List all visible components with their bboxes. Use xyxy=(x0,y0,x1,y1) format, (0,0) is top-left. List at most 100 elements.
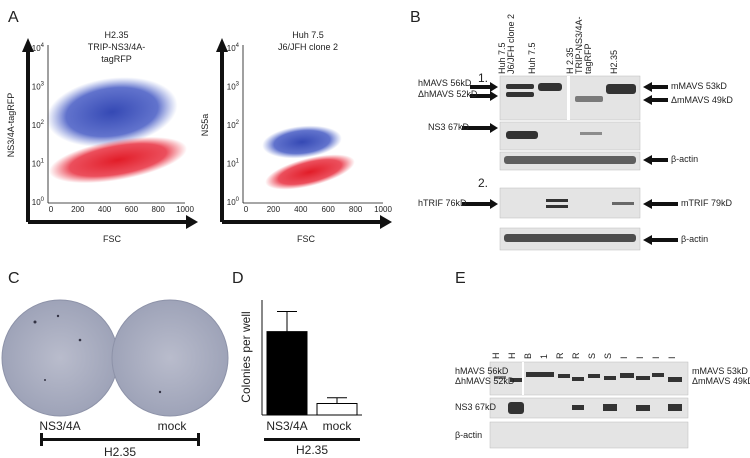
group-label: H2.35 xyxy=(296,443,328,457)
column-header: I xyxy=(667,356,677,359)
y-tick-label: 101 xyxy=(227,159,240,169)
panel-letter: C xyxy=(8,270,20,287)
y-tick-label: 103 xyxy=(32,82,45,92)
left-label: ΔhMAVS 52kD xyxy=(418,89,478,99)
right-label: β-actin xyxy=(671,154,698,164)
header-line: Huh 7.5 xyxy=(527,42,537,74)
tick-base: 10 xyxy=(227,121,236,130)
x-tick-label: 0 xyxy=(49,205,54,214)
right-label: β-actin xyxy=(681,234,708,244)
tick-exp: 3 xyxy=(236,82,240,88)
column-header: I xyxy=(651,356,661,359)
left-label: ΔhMAVS 52kD xyxy=(455,376,515,386)
row-number: 2. xyxy=(478,176,488,190)
header-line: H xyxy=(491,353,501,360)
header-line: Huh 7.5 xyxy=(497,42,507,74)
panel-letter: A xyxy=(8,9,19,26)
tick-base: 10 xyxy=(32,44,41,53)
header-line: I xyxy=(667,356,677,359)
tick-exp: 0 xyxy=(41,197,45,203)
column-header: S xyxy=(603,353,613,359)
y-tick-label: 104 xyxy=(227,43,240,53)
tick-base: 10 xyxy=(227,198,236,207)
panel-letter: E xyxy=(455,270,466,287)
arrows-b xyxy=(462,82,678,245)
x-tick-label: 600 xyxy=(322,205,336,214)
right-label: ΔmMAVS 49kD xyxy=(671,95,733,105)
x-tick-label: 1000 xyxy=(374,205,392,214)
group-label: H2.35 xyxy=(104,445,136,458)
left-label: hMAVS 56kD xyxy=(418,78,472,88)
header-line: R xyxy=(555,352,565,359)
column-header: 1 xyxy=(539,354,549,359)
y-label: Colonies per well xyxy=(239,311,253,402)
axis-arrows xyxy=(22,38,392,229)
x-label: FSC xyxy=(297,234,316,244)
right-label: mTRIF 79kD xyxy=(681,198,733,208)
left-label: NS3 67kD xyxy=(455,402,497,412)
header-line: H2.35 xyxy=(609,50,619,74)
header-line: B xyxy=(523,353,533,359)
y-label: NS3/4A-tagRFP xyxy=(6,93,16,158)
plot-title: TRIP-NS3/4A- xyxy=(88,42,146,52)
header-line: TRIP-NS3/4A- xyxy=(574,16,584,74)
y-tick-label: 100 xyxy=(32,197,45,207)
scatter-clouds xyxy=(46,77,355,190)
x-tick-label: 200 xyxy=(71,205,85,214)
plot-title: tagRFP xyxy=(101,54,132,64)
tick-base: 10 xyxy=(32,83,41,92)
header-line: I xyxy=(619,356,629,359)
tick-exp: 2 xyxy=(41,120,45,126)
y-tick-label: 103 xyxy=(227,82,240,92)
panel-letter: D xyxy=(232,270,244,287)
x-label: FSC xyxy=(103,234,122,244)
column-header: H xyxy=(491,353,501,360)
blots-e xyxy=(489,361,689,449)
right-label: ΔmMAVS 49kD xyxy=(692,376,750,386)
left-label: hTRIF 76kD xyxy=(418,198,467,208)
y-tick-label: 102 xyxy=(227,120,240,130)
tick-exp: 4 xyxy=(41,43,45,49)
tick-exp: 0 xyxy=(236,197,240,203)
tick-exp: 2 xyxy=(236,120,240,126)
tick-exp: 1 xyxy=(41,159,45,165)
bar xyxy=(266,331,308,416)
column-header: Huh 7.5 xyxy=(527,42,537,74)
tick-base: 10 xyxy=(32,160,41,169)
tick-exp: 1 xyxy=(236,159,240,165)
bar xyxy=(316,403,358,416)
y-tick-label: 104 xyxy=(32,43,45,53)
group-bar xyxy=(264,438,360,441)
left-label: NS3 67kD xyxy=(428,122,470,132)
x-tick-label: 600 xyxy=(125,205,139,214)
y-tick-label: 101 xyxy=(32,159,45,169)
column-header: Huh 7.5J6/JFH clone 2 xyxy=(497,14,516,74)
column-header: I xyxy=(635,356,645,359)
column-header: H 2.35TRIP-NS3/4A-tagRFP xyxy=(565,16,593,74)
y-tick-label: 102 xyxy=(32,120,45,130)
x-tick-label: mock xyxy=(323,419,353,433)
plot-title: J6/JFH clone 2 xyxy=(278,42,338,52)
x-tick-label: 400 xyxy=(98,205,112,214)
x-tick-label: 0 xyxy=(244,205,249,214)
left-label: hMAVS 56kD xyxy=(455,366,509,376)
column-header: S xyxy=(587,353,597,359)
x-tick-label: 200 xyxy=(267,205,281,214)
tick-base: 10 xyxy=(227,83,236,92)
header-line: R xyxy=(571,352,581,359)
panel-letter: B xyxy=(410,9,421,26)
x-tick-label: 1000 xyxy=(176,205,194,214)
header-line: H 2.35 xyxy=(565,47,575,74)
header-line: I xyxy=(651,356,661,359)
column-header: I xyxy=(619,356,629,359)
column-header: R xyxy=(555,352,565,359)
tick-base: 10 xyxy=(227,160,236,169)
y-tick-label: 100 xyxy=(227,197,240,207)
tick-base: 10 xyxy=(32,198,41,207)
x-tick-label: 800 xyxy=(152,205,166,214)
x-tick-label: 400 xyxy=(294,205,308,214)
header-line: H xyxy=(507,353,517,360)
header-line: 1 xyxy=(539,354,549,359)
tick-base: 10 xyxy=(227,44,236,53)
